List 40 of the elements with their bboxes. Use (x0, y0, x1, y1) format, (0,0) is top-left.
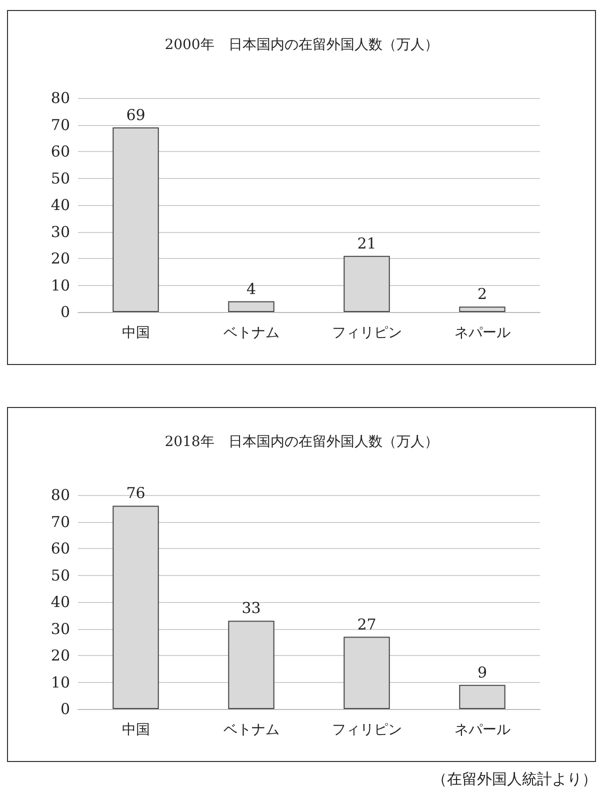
data-label: 76 (126, 484, 146, 502)
text: （在留外国人統計より） (432, 770, 597, 789)
y-tick-label: 30 (50, 222, 70, 241)
x-tick-label: 中国 (122, 325, 150, 341)
data-label: 21 (357, 234, 376, 252)
x-tick-label: ベトナム (223, 722, 280, 738)
y-tick-label: 20 (50, 646, 70, 664)
x-tick-label: 中国 (122, 722, 150, 738)
y-tick-label: 40 (50, 593, 70, 611)
bar (459, 306, 506, 312)
y-tick-label: 70 (50, 512, 70, 531)
bar (459, 684, 506, 709)
y-tick-label: 70 (50, 116, 70, 134)
y-tick-label: 20 (50, 250, 70, 268)
chart-title: 2000年 日本国内の在留外国人数（万人） (164, 37, 438, 53)
y-tick-label: 30 (50, 620, 70, 638)
data-label: 33 (242, 599, 261, 618)
y-tick-label: 80 (50, 89, 70, 107)
data-label: 69 (126, 106, 146, 124)
y-tick-label: 0 (60, 700, 70, 718)
chart-title: 2018年 日本国内の在留外国人数（万人） (164, 434, 438, 450)
data-label: 2 (477, 285, 488, 304)
data-label: 9 (477, 663, 488, 682)
y-tick-label: 10 (50, 276, 70, 294)
x-tick-label: フィリピン (332, 722, 402, 738)
y-tick-label: 10 (50, 673, 70, 692)
y-tick-label: 60 (50, 540, 70, 558)
y-tick-label: 0 (60, 303, 70, 321)
y-tick-label: 60 (50, 142, 70, 160)
data-label: 4 (246, 280, 256, 298)
y-tick-label: 50 (50, 566, 70, 584)
x-tick-label: ネパール (454, 325, 510, 341)
bar (228, 301, 274, 312)
x-tick-label: フィリピン (332, 325, 402, 341)
data-label: 27 (357, 615, 376, 634)
x-tick-label: ネパール (454, 722, 510, 738)
y-tick-label: 50 (50, 169, 70, 188)
x-tick-label: ベトナム (223, 325, 280, 341)
y-tick-label: 40 (50, 196, 70, 214)
y-tick-label: 80 (50, 486, 70, 504)
